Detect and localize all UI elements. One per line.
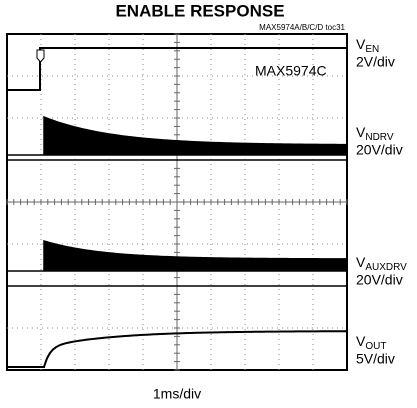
channel-symbol: V — [356, 124, 366, 140]
channel-scale: 5V/div — [356, 351, 395, 367]
channel-scale: 20V/div — [356, 142, 403, 158]
title: ENABLE RESPONSE — [115, 1, 284, 20]
figure-id: MAX5974A/B/C/D toc31 — [259, 23, 345, 32]
trigger-marker — [36, 49, 45, 63]
channel-subscript: AUXDRV — [365, 262, 407, 273]
channel-name: VNDRV — [356, 124, 394, 143]
channel-name: VEN — [356, 36, 379, 55]
auxdrv-trace — [7, 239, 348, 272]
en-trace — [7, 47, 347, 91]
channel-labels: VEN2V/divVNDRV20V/divVAUXDRV20V/divVOUT5… — [356, 36, 407, 367]
vout-trace — [7, 330, 348, 368]
ndrv-trace — [7, 115, 348, 156]
channel-scale: 20V/div — [356, 272, 403, 288]
scope-screen — [6, 33, 348, 371]
channel-subscript: OUT — [365, 341, 386, 352]
channel-scale: 2V/div — [356, 54, 395, 70]
device-label: MAX5974C — [255, 63, 327, 79]
channel-name: VOUT — [356, 333, 386, 352]
time-scale: 1ms/div — [153, 386, 201, 402]
channel-name: VAUXDRV — [356, 254, 407, 273]
channel-symbol: V — [356, 333, 366, 349]
channel-subscript: EN — [365, 44, 379, 55]
channel-subscript: NDRV — [365, 132, 393, 143]
channel-symbol: V — [356, 36, 366, 52]
channel-symbol: V — [356, 254, 366, 270]
